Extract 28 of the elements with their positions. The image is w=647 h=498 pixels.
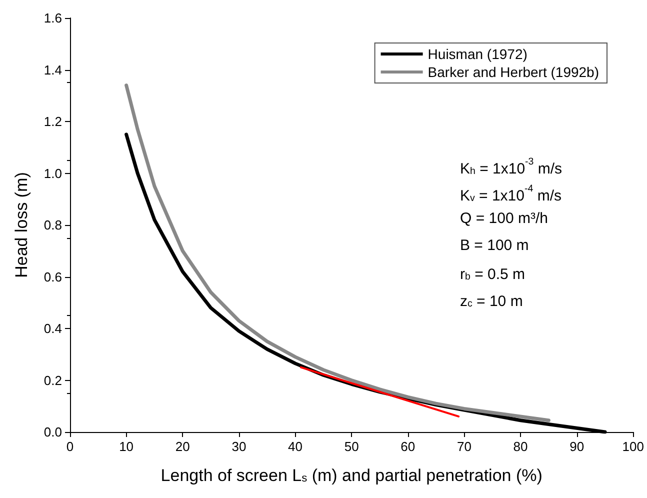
y-tick-label: 0.0 (44, 424, 62, 440)
annotation: B = 100 m (460, 237, 529, 254)
x-tick-label: 10 (119, 439, 134, 454)
x-tick-label: 40 (288, 439, 302, 454)
y-tick-label: 0.4 (44, 321, 62, 336)
x-tick-label: 80 (513, 439, 528, 454)
x-tick-label: 70 (456, 439, 472, 454)
y-tick-label: 1.6 (44, 10, 62, 26)
annotation: zc = 10 m (460, 292, 523, 310)
legend-label: Barker and Herbert (1992b) (428, 64, 600, 80)
y-axis-title: Head loss (m) (12, 172, 31, 278)
annotation: Q = 100 m³/h (460, 210, 548, 227)
x-tick-label: 90 (570, 439, 584, 454)
y-tick-label: 1.0 (44, 166, 62, 181)
y-tick-label: 0.2 (44, 372, 62, 388)
x-tick-label: 50 (344, 439, 359, 454)
x-tick-label: 20 (175, 439, 190, 454)
annotation: rb = 0.5 m (460, 266, 526, 283)
x-tick-label: 100 (622, 439, 644, 454)
x-tick-label: 0 (66, 439, 74, 454)
x-axis-title: Length of screen Ls (m) and partial penetration (%) (160, 466, 542, 486)
y-tick-label: 1.2 (44, 114, 62, 129)
y-tick-label: 1.4 (44, 62, 62, 78)
legend-label: Huisman (1972) (428, 46, 528, 62)
x-tick-label: 30 (232, 439, 246, 454)
x-tick-label: 60 (400, 439, 416, 454)
y-tick-label: 0.8 (44, 218, 62, 232)
y-tick-label: 0.6 (44, 269, 62, 284)
